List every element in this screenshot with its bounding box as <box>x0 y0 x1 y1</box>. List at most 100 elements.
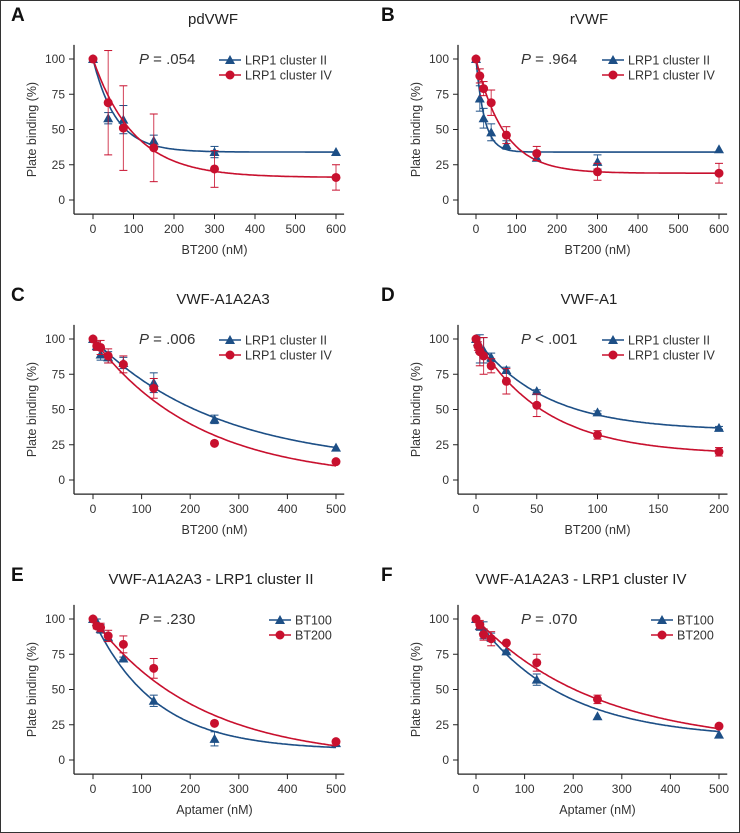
data-point-circle <box>714 447 724 457</box>
y-tick-label: 25 <box>436 438 450 452</box>
data-point-circle <box>88 334 98 344</box>
p-value: P = .054 <box>139 51 195 68</box>
data-point-circle <box>210 438 219 448</box>
x-tick-label: 500 <box>326 502 346 516</box>
data-point-circle <box>486 98 496 108</box>
x-tick-label: 50 <box>530 502 544 516</box>
legend-marker-circle <box>275 630 285 640</box>
legend-marker-triangle <box>608 55 618 64</box>
panel-letter: F <box>381 565 393 586</box>
data-point-circle <box>118 639 128 649</box>
data-point-circle <box>149 143 159 153</box>
data-point-circle <box>479 351 489 361</box>
legend-marker-circle <box>225 70 235 80</box>
x-tick-label: 0 <box>473 222 480 236</box>
legend-marker-circle <box>608 350 618 360</box>
y-tick-label: 100 <box>429 332 449 346</box>
y-tick-label: 0 <box>442 473 449 487</box>
y-tick-label: 100 <box>45 332 65 346</box>
data-point-circle <box>149 663 159 673</box>
legend-marker-triangle <box>657 615 667 624</box>
panel-e: E VWF-A1A2A3 - LRP1 cluster II 0 25 50 75 100 0… <box>1 561 371 832</box>
data-point-circle <box>475 71 485 81</box>
x-tick-label: 100 <box>506 222 526 236</box>
data-point-circle <box>471 334 481 344</box>
panel-letter: A <box>11 5 25 26</box>
data-point-circle <box>486 361 496 371</box>
legend-label: LRP1 cluster II <box>245 334 327 348</box>
chart-title: VWF-A1A2A3 <box>176 291 270 308</box>
legend-label: BT200 <box>295 629 332 643</box>
plot-area: 0 25 50 75 100 0 100 200 300 400 500 600 BT200 (nM) P… <box>25 44 346 257</box>
data-point-circle <box>479 84 489 94</box>
y-tick-label: 100 <box>45 52 65 66</box>
fit-curve <box>92 338 337 467</box>
data-point-circle <box>475 620 485 630</box>
x-axis-label: Aptamer (nM) <box>176 803 252 817</box>
data-point-circle <box>331 172 341 182</box>
p-value: P < .001 <box>521 331 577 348</box>
data-point-circle <box>532 400 542 410</box>
y-tick-label: 50 <box>52 123 66 137</box>
x-axis-label: BT200 (nM) <box>182 523 248 537</box>
y-tick-label: 50 <box>436 123 450 137</box>
panel-letter: E <box>11 565 24 586</box>
data-point-triangle <box>209 414 220 424</box>
y-axis-label: Plate binding (%) <box>409 362 423 457</box>
data-point-circle <box>501 130 511 140</box>
data-point-circle <box>471 54 481 64</box>
data-point-circle <box>532 148 542 158</box>
x-tick-label: 200 <box>563 782 583 796</box>
data-point-triangle <box>209 733 220 743</box>
data-point-triangle <box>331 147 341 157</box>
y-tick-label: 25 <box>52 158 66 172</box>
data-point-circle <box>501 376 511 386</box>
legend-marker-triangle <box>225 55 235 64</box>
y-axis-label: Plate binding (%) <box>25 82 39 177</box>
data-point-circle <box>103 631 113 641</box>
data-point-circle <box>96 342 106 352</box>
legend-marker-triangle <box>275 615 285 624</box>
x-tick-label: 200 <box>547 222 567 236</box>
panel-d: D VWF-A1 0 25 50 75 100 0 50 100 150 200 BT200 (nM) P… <box>371 281 739 559</box>
y-tick-label: 50 <box>436 683 450 697</box>
x-tick-label: 0 <box>90 502 97 516</box>
data-point-circle <box>593 167 602 177</box>
x-axis-label: BT200 (nM) <box>565 243 631 257</box>
y-axis-label: Plate binding (%) <box>25 642 39 737</box>
y-tick-label: 75 <box>52 647 66 661</box>
x-tick-label: 300 <box>204 222 224 236</box>
legend-marker-circle <box>657 630 667 640</box>
y-tick-label: 25 <box>436 718 450 732</box>
panel-letter: B <box>381 5 395 26</box>
x-tick-label: 400 <box>245 222 265 236</box>
y-tick-label: 75 <box>52 367 66 381</box>
data-point-triangle <box>486 127 497 137</box>
data-point-circle <box>149 383 159 393</box>
x-tick-label: 300 <box>229 782 249 796</box>
p-value: P = .230 <box>139 611 195 628</box>
plot-area: 0 25 50 75 100 0 100 200 300 400 500 Aptamer (nM) Pl… <box>25 604 346 817</box>
data-point-circle <box>532 658 542 668</box>
x-tick-label: 500 <box>326 782 346 796</box>
data-point-circle <box>103 98 113 108</box>
data-point-triangle <box>501 646 512 656</box>
data-point-triangle <box>148 695 159 705</box>
fit-curve <box>475 618 720 733</box>
y-tick-label: 75 <box>436 367 450 381</box>
legend-label: LRP1 cluster II <box>245 54 327 68</box>
panel-c: C VWF-A1A2A3 0 25 50 75 100 0 100 200 300 400 500 BT2… <box>1 281 371 559</box>
plot-area: 0 25 50 75 100 0 100 200 300 400 500 Aptamer (nM) Pl… <box>409 604 729 817</box>
x-axis-label: BT200 (nM) <box>182 243 248 257</box>
legend-label: LRP1 cluster IV <box>628 69 716 83</box>
x-tick-label: 200 <box>180 502 200 516</box>
data-point-circle <box>118 123 128 133</box>
p-value: P = .070 <box>521 611 577 628</box>
x-tick-label: 200 <box>709 502 729 516</box>
y-tick-label: 0 <box>442 193 449 207</box>
data-point-circle <box>479 630 489 640</box>
x-tick-label: 400 <box>628 222 648 236</box>
y-tick-label: 100 <box>429 52 449 66</box>
legend-label: LRP1 cluster IV <box>628 349 716 363</box>
x-tick-label: 400 <box>277 782 297 796</box>
